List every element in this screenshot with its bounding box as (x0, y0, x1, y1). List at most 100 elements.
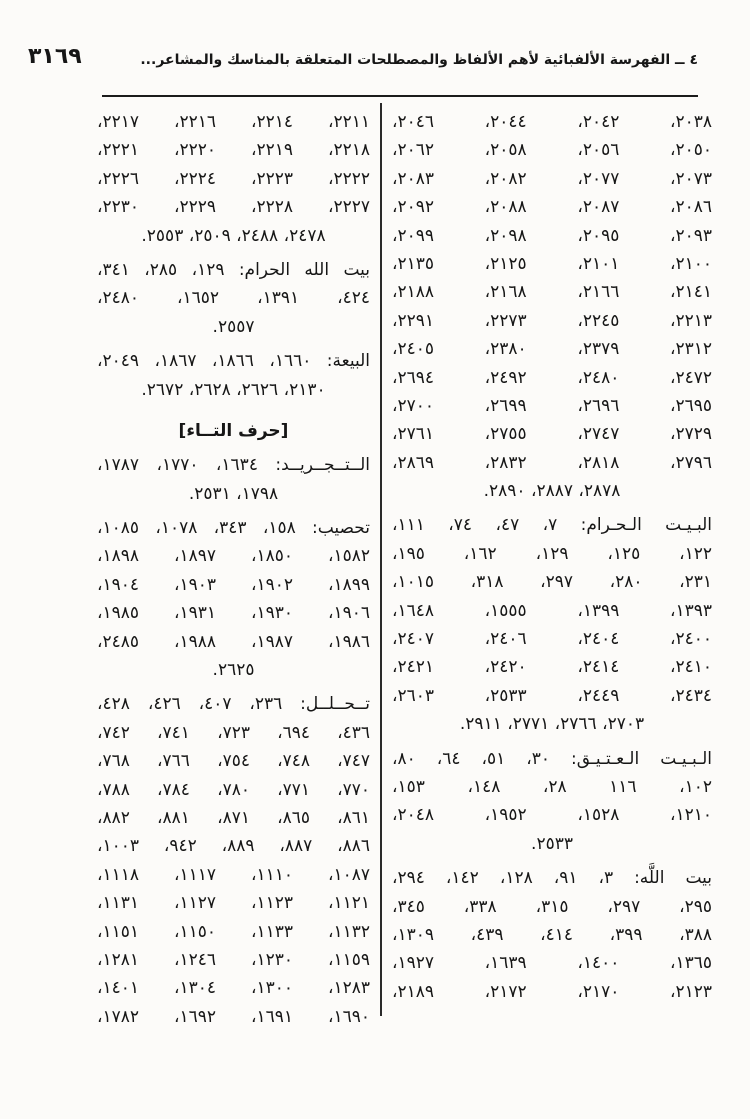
index-token: ١٦٢، (463, 543, 497, 564)
index-token: ٢٣١، (679, 572, 712, 593)
index-token: ١٨٦٦، (211, 351, 254, 372)
index-line: ٢٧٠٣، ٢٧٦٦، ٢٧٧١، ٢٩١١. (459, 714, 645, 735)
index-token: ١٣٦٥، (669, 953, 712, 974)
index-line: ٣٨٨، ٣٩٩، ٤١٤، ٤٣٩، ١٣٠٩، (392, 921, 712, 949)
index-token: ٣٨٨، (679, 924, 712, 945)
index-line: ٢٧٢٩، ٢٧٤٧، ٢٧٥٥، ٢٧٦١، (392, 420, 712, 448)
index-token: ٧٧١، (277, 779, 310, 800)
index-token: ١٥٥٥، (484, 600, 527, 621)
index-token: ٢٠٤٩، (97, 351, 140, 372)
index-token: ٢٠٥٠، (669, 140, 712, 161)
index-token: ٢٧٤٧، (577, 424, 620, 445)
index-token: الله (304, 259, 330, 280)
entry-al-bayt-al-haram: البـيـت الـحـرام: ٧، ٤٧، ٧٤، ١١١، ١٢٢، ١٢٥، ١٢٩،… (392, 511, 712, 738)
index-token: ٣١٨، (470, 572, 504, 593)
index-line: ١٧٩٨، ٢٥٣١. (188, 483, 279, 504)
index-line: ٢٢١٨، ٢٢١٩، ٢٢٢٠، ٢٢٢١، (97, 136, 370, 164)
index-token: ١٤٢، (445, 868, 479, 889)
index-token: ٢٦٠٣، (392, 685, 435, 706)
index-line: ١١٥٩، ١٢٣٠، ١٢٤٦، ١٢٨١، (97, 946, 370, 974)
index-line: بيت اللَّه: ٣، ٩١، ١٢٨، ١٤٢، ٢٩٤، (392, 864, 712, 892)
index-token: ٧٨٠، (217, 779, 250, 800)
index-token: تحصيب: (312, 518, 370, 539)
index-token: ١٢٤٦، (174, 949, 217, 970)
index-line: ٢٤٧٨، ٢٤٨٨، ٢٥٠٩، ٢٥٥٣. (141, 225, 326, 246)
index-token: الحرام: (238, 259, 291, 280)
index-token: ٣، (598, 868, 614, 889)
index-token: ٢٢٢٤، (174, 168, 217, 189)
index-token: ١٩٥٢، (484, 805, 527, 826)
index-token: ١٢٥، (607, 543, 641, 564)
index-line: ٢٢١٣، ٢٢٤٥، ٢٢٧٣، ٢٢٩١، (392, 307, 712, 335)
index-token: ٢٢٢١، (97, 140, 140, 161)
index-line: ٢١٠٠، ٢١٠١، ٢١٢٥، ٢١٣٥، (392, 250, 712, 278)
index-token: ٢١٤١، (669, 282, 712, 303)
index-line: ٢٥٥٧. (212, 316, 255, 337)
index-token: ٢٣١٢، (669, 339, 712, 360)
index-token: ٤٣٦، (337, 722, 370, 743)
index-token: ١١٣١، (97, 893, 140, 914)
index-token: ٢٨٠، (609, 572, 643, 593)
index-token: ١٣٩٩، (577, 600, 620, 621)
index-token: ٢٤٠٧، (392, 629, 435, 650)
index-token: ٢٢٢٢، (327, 168, 370, 189)
index-line: ٢٠٨٦، ٢٠٨٧، ٢٠٨٨، ٢٠٩٢، (392, 193, 712, 221)
index-line: ٤٣٦، ٦٩٤، ٧٢٣، ٧٤١، ٧٤٢، (97, 719, 370, 747)
index-token: ١٩٠٦، (327, 603, 370, 624)
index-token: ٧٤١، (157, 722, 190, 743)
index-token: ٧٢٣، (217, 722, 250, 743)
index-token: ٢١٣٥، (392, 253, 435, 274)
index-token: ٢٠٤٨، (392, 805, 435, 826)
header-rule (102, 95, 698, 97)
index-token: ٢٢٢٠، (174, 140, 217, 161)
index-token: الـبـيـت (660, 748, 712, 769)
index-token: ٩٤٢، (163, 836, 197, 857)
index-token: ١٣٠٠، (250, 978, 294, 999)
index-token: ١٢٣٠، (250, 949, 294, 970)
index-token: ١١٣٢، (327, 921, 370, 942)
index-token: ٢٤٢١، (392, 657, 435, 678)
index-token: ٧٦٦، (157, 751, 190, 772)
index-line: ٢٤٠٠، ٢٤٠٤، ٢٤٠٦، ٢٤٠٧، (392, 625, 712, 653)
index-token: ١٢٩، (535, 543, 569, 564)
index-token: ٤٠٧، (198, 694, 232, 715)
index-line: ٢٢٢٢، ٢٢٢٣، ٢٢٢٤، ٢٢٢٦، (97, 165, 370, 193)
index-line: ٢٠٩٣، ٢٠٩٥، ٢٠٩٨، ٢٠٩٩، (392, 222, 712, 250)
index-line: ١٠٨٧، ١١١٠، ١١١٧، ١١١٨، (97, 861, 370, 889)
index-token: ١٩٥، (392, 543, 425, 564)
index-token: ١٥٢٨، (577, 805, 620, 826)
index-token: ٧٤٢، (97, 722, 130, 743)
index-token: ٣٣٨، (463, 896, 497, 917)
index-token: ١١١٨، (97, 864, 140, 885)
page-number: ٣١٦٩ (28, 44, 82, 69)
index-token: ٤٢٤، (337, 288, 370, 309)
index-token: ٢٠٩٣، (669, 225, 712, 246)
index-token: ١٦٣٤، (215, 455, 258, 476)
index-token: ١٩٣٠، (250, 603, 294, 624)
index-token: ٢٤٨٠، (577, 367, 620, 388)
index-token: ٢٠٤٤، (484, 112, 527, 132)
index-line: ١٣٩٣، ١٣٩٩، ١٥٥٥، ١٦٤٨، (392, 597, 712, 625)
index-line: ٧٤٧، ٧٤٨، ٧٥٤، ٧٦٦، ٧٦٨، (97, 747, 370, 775)
index-token: ٢٣٨٠، (484, 339, 527, 360)
index-token: ٢٤٤٩، (577, 685, 620, 706)
index-token: ١٨٥٠، (250, 546, 294, 567)
index-token: ١٢٢، (679, 543, 712, 564)
index-line: ٢٨٧٨، ٢٨٨٧، ٢٨٩٠. (483, 481, 621, 502)
index-token: بيت (343, 259, 370, 280)
index-token: ٣٤١، (97, 259, 130, 280)
index-token: ١٩٣١، (174, 603, 217, 624)
index-token: ٢٨، (542, 776, 567, 797)
index-token: ٢٨٣٢، (484, 452, 527, 473)
index-token: ٢٤٠٦، (484, 629, 527, 650)
index-token: ٢٠٨٦، (669, 197, 712, 218)
index-token: ٢٦٩٦، (577, 395, 620, 416)
index-token: ٢٤٩٢، (484, 367, 527, 388)
index-token: ٨٠، (392, 748, 416, 769)
entry-tahsib: تحصيب: ١٥٨، ٣٤٣، ١٠٧٨، ١٠٨٥، ١٥٨٢، ١٨٥٠، ١٨٩٧، ١… (97, 514, 370, 684)
index-token: ٦٩٤، (277, 722, 310, 743)
index-line: ٢٣١٢، ٢٣٧٩، ٢٣٨٠، ٢٤٠٥، (392, 335, 712, 363)
index-token: ١٣٩١، (257, 288, 300, 309)
index-line: تــحــلــل: ٢٣٦، ٤٠٧، ٤٢٦، ٤٢٨، (97, 690, 370, 718)
index-token: ٢٠٩٥، (577, 225, 620, 246)
